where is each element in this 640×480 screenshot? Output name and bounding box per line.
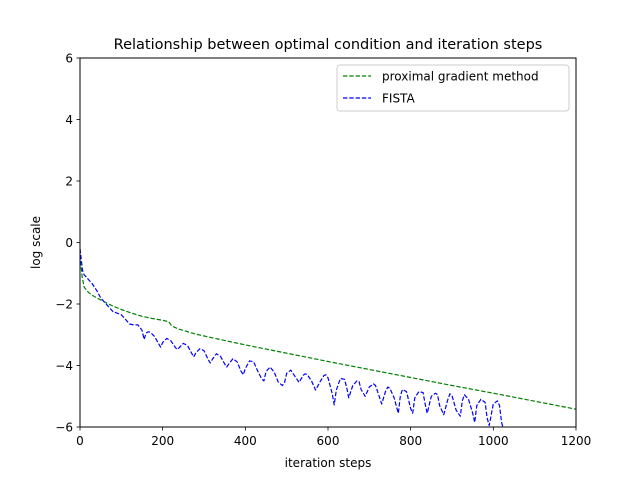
y-tick-label: −2	[55, 298, 73, 312]
y-tick-label: 6	[65, 52, 73, 66]
legend-box	[336, 64, 570, 112]
x-axis-label: iteration steps	[285, 456, 372, 470]
x-tick-label: 200	[151, 434, 174, 448]
legend: proximal gradient method FISTA	[336, 64, 570, 112]
y-tick-label: −6	[55, 421, 73, 435]
series-layer	[80, 248, 576, 427]
y-tick-label: −4	[55, 359, 73, 373]
plot-area	[80, 58, 576, 427]
series-line-proximal-gradient	[80, 254, 576, 410]
y-tick-label: 2	[65, 175, 73, 189]
x-tick-label: 800	[399, 434, 422, 448]
y-axis-label: log scale	[29, 216, 43, 269]
x-tick-label: 1200	[561, 434, 592, 448]
x-tick-label: 1000	[478, 434, 509, 448]
x-tick-label: 600	[317, 434, 340, 448]
chart-title: Relationship between optimal condition a…	[114, 37, 543, 53]
legend-label-proximal-gradient: proximal gradient method	[382, 70, 539, 84]
plot-frame	[79, 57, 577, 428]
x-tick-label: 400	[234, 434, 257, 448]
x-tick-label: 0	[76, 434, 84, 448]
y-tick-label: 0	[65, 236, 73, 250]
ticks-layer: 0 200 400 600 800 1000 1200 −6 −4 −2 0 2 4 6	[55, 52, 591, 449]
legend-label-fista: FISTA	[382, 92, 415, 106]
y-tick-label: 4	[65, 113, 73, 127]
